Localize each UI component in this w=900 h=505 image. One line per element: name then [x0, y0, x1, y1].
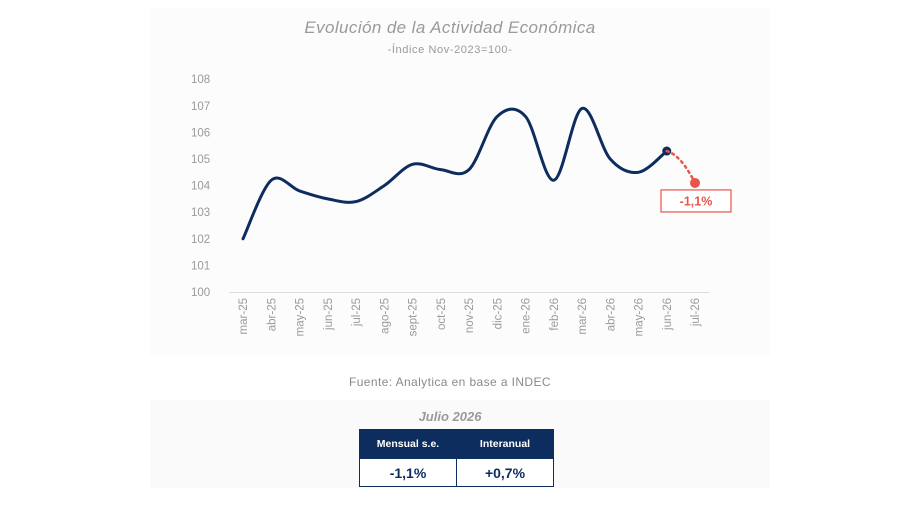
x-tick-label: may-25	[295, 298, 307, 336]
x-tick-label: jun-25	[323, 298, 335, 331]
x-tick-label: feb-26	[549, 298, 561, 331]
x-tick-label: mar-25	[238, 298, 250, 334]
line-chart: 100 101 102 103 104 105 106 107 108 mar-25 abr-25 m…	[191, 74, 732, 336]
chart-panel	[150, 8, 770, 356]
projection-point	[690, 177, 700, 188]
x-tick-label: jul-25	[351, 298, 363, 327]
projection-callout-label: -1,1%	[680, 194, 713, 208]
summary-value-row: -1,1% +0,7%	[359, 458, 554, 487]
x-tick-label: ago-25	[379, 298, 391, 334]
chart-title: Evolución de la Actividad Económica	[304, 18, 596, 37]
chart-subtitle: -Índice Nov-2023=100-	[387, 44, 513, 56]
series-line	[241, 106, 669, 241]
y-tick-label: 107	[191, 101, 210, 113]
x-tick-label: jul-26	[690, 298, 702, 327]
x-tick-label: sept-25	[408, 298, 420, 336]
summary-title: Julio 2026	[418, 409, 482, 424]
x-tick-label: may-26	[634, 298, 646, 336]
y-tick-label: 103	[191, 207, 210, 219]
x-tick-label: oct-25	[436, 298, 448, 330]
x-tick-label: ene-26	[521, 298, 533, 334]
summary-header-monthly: Mensual s.e.	[359, 429, 457, 459]
projection-callout-box	[660, 189, 732, 213]
x-tick-label: abr-25	[266, 298, 278, 331]
summary-header-row: Mensual s.e. Interanual	[359, 429, 554, 459]
source-note: Fuente: Analytica en base a INDEC	[349, 375, 551, 389]
y-tick-label: 106	[191, 127, 210, 139]
x-tick-label: jun-26	[662, 298, 674, 331]
y-tick-label: 104	[191, 181, 211, 193]
summary-header-yearly: Interanual	[456, 429, 554, 459]
x-tick-label: nov-25	[464, 298, 476, 333]
summary-table: Mensual s.e. Interanual -1,1% +0,7%	[359, 429, 554, 487]
y-tick-label: 108	[191, 74, 210, 86]
x-tick-label: abr-26	[605, 298, 617, 331]
x-tick-label: mar-26	[577, 298, 589, 334]
projection-line	[665, 149, 697, 185]
y-tick-label: 100	[191, 287, 210, 299]
summary-value-yearly: +0,7%	[456, 458, 554, 487]
summary-value-monthly: -1,1%	[359, 458, 457, 487]
y-tick-label: 101	[191, 260, 210, 272]
x-tick-label: dic-25	[492, 298, 504, 329]
y-tick-label: 102	[191, 234, 210, 246]
y-tick-label: 105	[191, 154, 210, 166]
